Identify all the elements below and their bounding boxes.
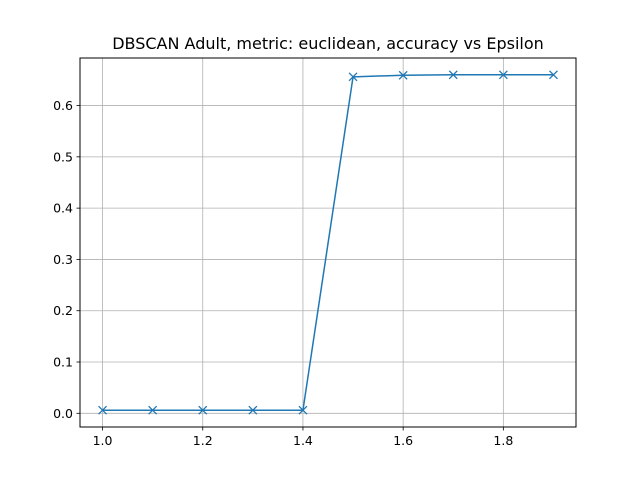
x-tick-label: 1.2 <box>193 433 213 448</box>
chart-title: DBSCAN Adult, metric: euclidean, accurac… <box>112 34 544 53</box>
grid-lines <box>80 58 576 427</box>
x-tick-label: 1.6 <box>393 433 413 448</box>
data-point-marker <box>98 405 108 415</box>
y-tick-label: 0.1 <box>53 355 73 370</box>
series-layer <box>98 70 558 415</box>
data-point-marker <box>248 405 258 415</box>
x-tick-label: 1.4 <box>293 433 313 448</box>
data-point-marker <box>448 70 458 80</box>
y-tick-label: 0.3 <box>53 252 73 267</box>
data-point-marker <box>548 70 558 80</box>
data-point-marker <box>198 405 208 415</box>
axes-frame <box>79 57 577 428</box>
data-point-marker <box>298 405 308 415</box>
y-tick-label: 0.0 <box>53 406 73 421</box>
data-point-marker <box>398 70 408 80</box>
data-point-marker <box>498 70 508 80</box>
data-point-marker <box>348 72 358 82</box>
data-point-marker <box>148 405 158 415</box>
y-tick-label: 0.4 <box>53 201 73 216</box>
tick-layer: 1.0 1.2 1.4 1.6 1.8 0.0 0.1 0.2 0.3 0.4 0.5 0.6 <box>53 98 513 448</box>
x-tick-label: 1.8 <box>493 433 513 448</box>
series-line <box>102 74 554 411</box>
x-tick-label: 1.0 <box>93 433 113 448</box>
y-tick-label: 0.6 <box>53 98 73 113</box>
y-tick-label: 0.5 <box>53 149 73 164</box>
y-tick-label: 0.2 <box>53 303 73 318</box>
